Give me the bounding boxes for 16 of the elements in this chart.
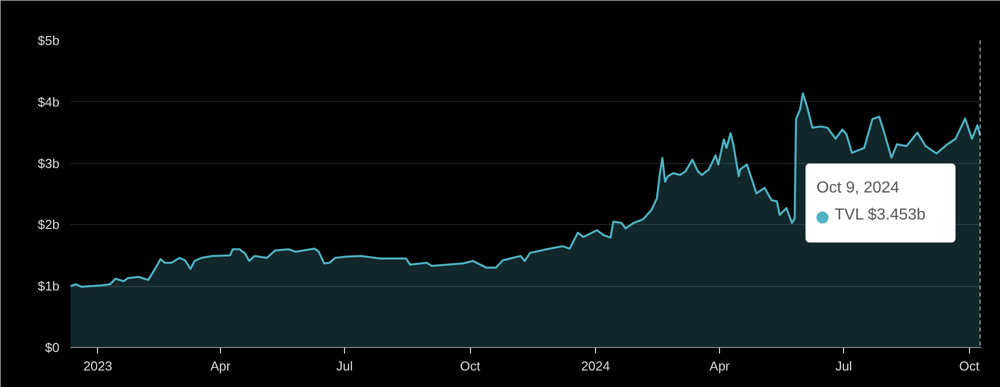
y-tick-label: $2b: [38, 217, 60, 232]
x-tick-label: Oct: [959, 358, 980, 374]
y-tick-label: $4b: [38, 94, 60, 110]
x-tick-label: Jul: [336, 358, 354, 374]
y-tick-label: $3b: [38, 156, 60, 171]
x-tick-label: Apr: [710, 358, 730, 374]
annotation: Oct 9, 2024: [816, 180, 900, 196]
y-tick-label: $5b: [38, 33, 60, 48]
x-tick-label: Apr: [210, 358, 232, 374]
x-tick-label: Oct: [460, 358, 481, 374]
x-tick-label: 2023: [83, 358, 112, 374]
x-tick-label: 2024: [581, 358, 610, 374]
x-tick-label: Jul: [835, 358, 852, 374]
text: TVL $3.453b: [834, 206, 926, 224]
y-tick-label: $0: [45, 340, 60, 355]
y-tick-label: $1b: [38, 278, 60, 294]
